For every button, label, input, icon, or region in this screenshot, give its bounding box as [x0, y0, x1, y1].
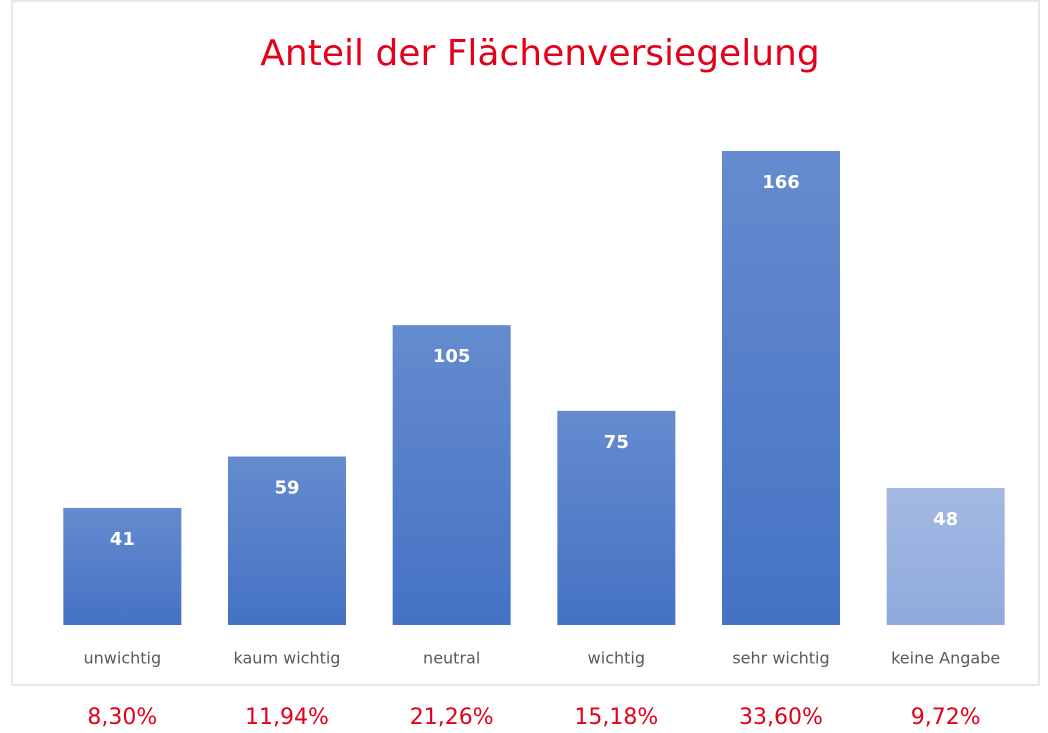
x-tick-label: keine Angabe: [891, 649, 1000, 668]
bar-sheen: [228, 456, 346, 625]
data-label: 59: [274, 478, 299, 499]
x-tick-label: neutral: [423, 649, 480, 668]
x-tick-label: sehr wichtig: [732, 649, 829, 668]
percentage-label: 15,18%: [574, 705, 658, 730]
percentage-label: 11,94%: [245, 705, 329, 730]
percentage-label: 9,72%: [911, 705, 981, 730]
x-tick-label: kaum wichtig: [234, 649, 341, 668]
bar-sheen: [722, 151, 840, 625]
data-label: 75: [604, 432, 629, 453]
data-label: 41: [110, 529, 135, 550]
chart-title: Anteil der Flächenversiegelung: [260, 33, 819, 74]
bar-sheen: [392, 325, 511, 625]
data-label: 105: [433, 346, 471, 367]
bar-sheen: [886, 487, 1005, 625]
x-tick-label: unwichtig: [84, 649, 162, 668]
data-label: 48: [933, 509, 958, 530]
data-label: 166: [762, 172, 800, 193]
x-tick-label: wichtig: [588, 649, 645, 668]
chart-frame: [11, 0, 1040, 686]
percentage-label: 8,30%: [87, 705, 157, 730]
percentage-label: 21,26%: [410, 705, 494, 730]
bar-sheen: [63, 507, 182, 625]
bar-sheen: [557, 410, 676, 625]
percentage-label: 33,60%: [739, 705, 823, 730]
